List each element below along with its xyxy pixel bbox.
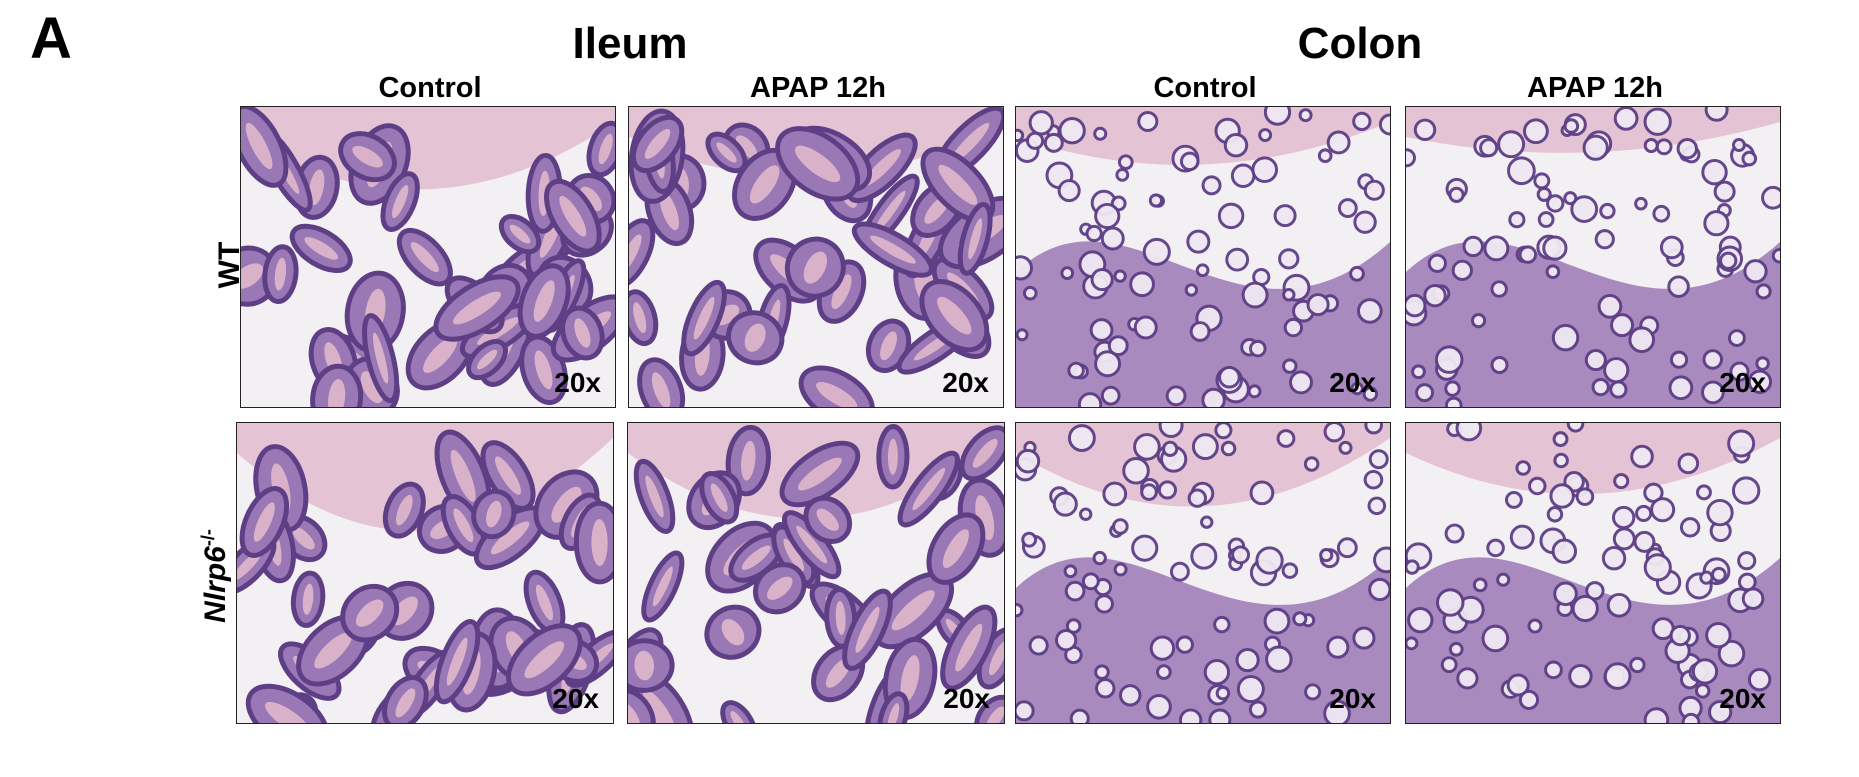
tile-wt-colon-control: 20x — [1015, 106, 1391, 408]
tissue-label-ileum: Ileum — [572, 19, 688, 68]
condition-label-ileum-control: Control — [378, 72, 482, 104]
tile-wt-ileum-control: 20x — [240, 106, 616, 408]
histology-image — [629, 107, 1003, 407]
row-label-nlrp6-ko: Nlrp6-/- — [198, 476, 232, 676]
row-label-nlrp6-sup: -/- — [198, 529, 218, 547]
row-label-nlrp6-main: Nlrp6 — [199, 546, 232, 623]
histology-image — [628, 423, 1004, 723]
panel-label: A — [30, 6, 72, 71]
histology-image — [1406, 423, 1780, 723]
tile-ko-ileum-control: 20x — [236, 422, 614, 724]
tile-ko-colon-apap: 20x — [1405, 422, 1781, 724]
condition-label-colon-apap: APAP 12h — [1527, 72, 1663, 104]
histology-image — [1406, 107, 1780, 407]
magnification-label: 20x — [1719, 367, 1766, 398]
condition-label-ileum-apap: APAP 12h — [750, 72, 886, 104]
magnification-label: 20x — [554, 367, 601, 398]
magnification-label: 20x — [1329, 683, 1376, 714]
magnification-label: 20x — [552, 683, 599, 714]
histology-image — [237, 423, 613, 723]
magnification-label: 20x — [1329, 367, 1376, 398]
tile-ko-colon-control: 20x — [1015, 422, 1391, 724]
histology-image — [1016, 423, 1390, 723]
magnification-label: 20x — [1719, 683, 1766, 714]
tile-wt-ileum-apap: 20x — [628, 106, 1004, 408]
histology-image — [241, 107, 615, 407]
tile-ko-ileum-apap: 20x — [627, 422, 1005, 724]
magnification-label: 20x — [942, 367, 989, 398]
magnification-label: 20x — [943, 683, 990, 714]
tissue-label-colon: Colon — [1297, 19, 1423, 68]
histology-image — [1016, 107, 1390, 407]
condition-label-colon-control: Control — [1153, 72, 1257, 104]
tile-wt-colon-apap: 20x — [1405, 106, 1781, 408]
